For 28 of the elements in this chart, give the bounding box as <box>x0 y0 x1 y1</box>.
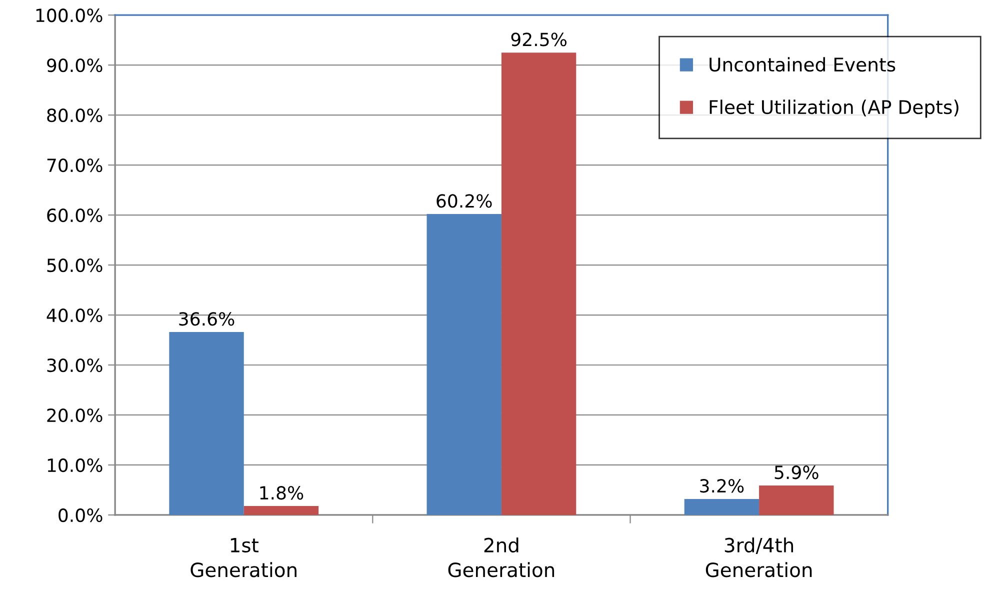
y-tick-label: 70.0% <box>47 158 102 172</box>
bar <box>759 485 834 515</box>
data-label: 92.5% <box>511 32 566 46</box>
bar <box>244 506 319 515</box>
data-label: 60.2% <box>436 194 492 208</box>
bar <box>684 498 760 515</box>
y-tick-label: 60.0% <box>47 208 102 222</box>
data-label: 1.8% <box>260 486 304 500</box>
data-label: 36.6% <box>179 312 234 326</box>
y-tick-label: 40.0% <box>46 308 102 322</box>
y-tick-label: 90.0% <box>47 58 102 72</box>
y-tick-label: 50.0% <box>47 258 102 272</box>
y-tick-label: 100.0% <box>36 8 102 22</box>
x-tick-label: 1st Generation <box>190 538 296 578</box>
y-tick-label: 0.0% <box>58 508 102 522</box>
y-tick-label: 20.0% <box>47 408 102 422</box>
data-label: 3.2% <box>700 479 744 493</box>
y-tick-label: 10.0% <box>48 458 102 472</box>
bar <box>426 214 502 515</box>
legend-label: Uncontained Events <box>710 57 896 72</box>
x-tick-label: 2nd Generation <box>448 537 554 578</box>
bar <box>169 332 244 515</box>
data-label: 5.9% <box>774 466 818 480</box>
x-tick-label: 3rd/4th Generation <box>706 537 812 578</box>
legend-label: Fleet Utilization (AP Depts) <box>710 100 958 118</box>
y-tick-label: 30.0% <box>47 358 102 372</box>
bar <box>501 52 576 515</box>
y-tick-label: 80.0% <box>47 108 102 122</box>
